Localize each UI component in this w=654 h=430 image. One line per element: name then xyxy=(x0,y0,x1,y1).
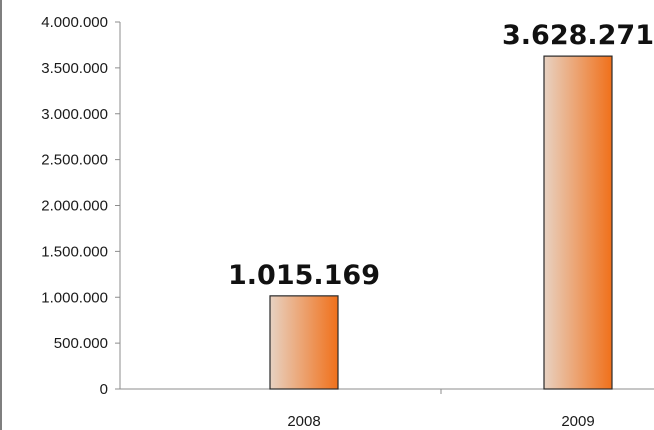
data-label-2008: 1.015.169 xyxy=(228,260,380,291)
x-tick-label: 2008 xyxy=(287,413,320,430)
y-tick-label: 2.500.000 xyxy=(41,152,108,169)
y-tick-label: 1.000.000 xyxy=(41,289,108,306)
y-tick-label: 2.000.000 xyxy=(41,198,108,215)
x-tick-label: 2009 xyxy=(561,413,594,430)
y-tick-label: 500.000 xyxy=(54,335,108,352)
y-tick-label: 3.000.000 xyxy=(41,106,108,123)
y-tick-label: 3.500.000 xyxy=(41,60,108,77)
y-tick-label: 0 xyxy=(100,381,108,398)
bar-2009 xyxy=(543,55,613,390)
y-tick-label: 4.000.000 xyxy=(41,14,108,31)
bar-2008 xyxy=(269,295,339,390)
data-label-2009: 3.628.271 xyxy=(502,20,654,51)
y-tick-label: 1.500.000 xyxy=(41,243,108,260)
